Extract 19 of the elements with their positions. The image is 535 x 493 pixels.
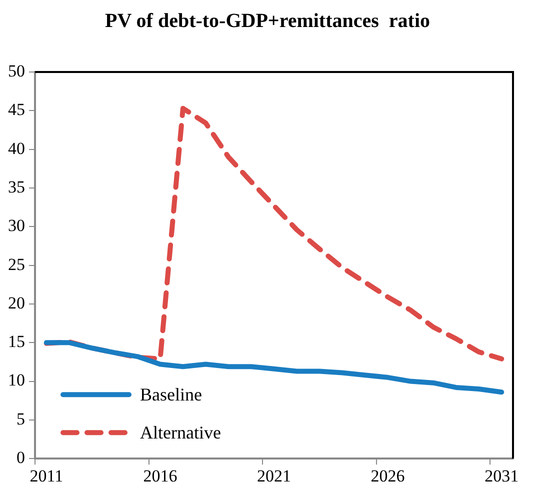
legend-label: Baseline bbox=[140, 384, 202, 404]
y-tick-label: 5 bbox=[16, 409, 25, 428]
x-tick-label: 2026 bbox=[370, 466, 405, 486]
y-tick-label: 20 bbox=[8, 293, 25, 312]
x-tick-label: 2011 bbox=[30, 466, 64, 486]
y-tick-label: 45 bbox=[8, 100, 25, 120]
legend-label: Alternative bbox=[140, 422, 221, 442]
y-tick-label: 25 bbox=[8, 254, 25, 274]
y-tick-label: 40 bbox=[8, 138, 25, 158]
y-tick-label: 35 bbox=[8, 177, 25, 196]
x-tick-label: 2031 bbox=[484, 466, 519, 486]
chart-title: PV of debt-to-GDP+remittances ratio bbox=[104, 10, 432, 33]
y-tick-label: 30 bbox=[8, 216, 25, 236]
y-tick-label: 0 bbox=[16, 448, 25, 468]
y-tick-label: 10 bbox=[8, 370, 25, 390]
x-tick-label: 2016 bbox=[143, 466, 178, 486]
y-tick-label: 50 bbox=[8, 61, 25, 80]
x-tick-label: 2021 bbox=[257, 466, 291, 486]
y-tick-label: 15 bbox=[8, 332, 25, 352]
